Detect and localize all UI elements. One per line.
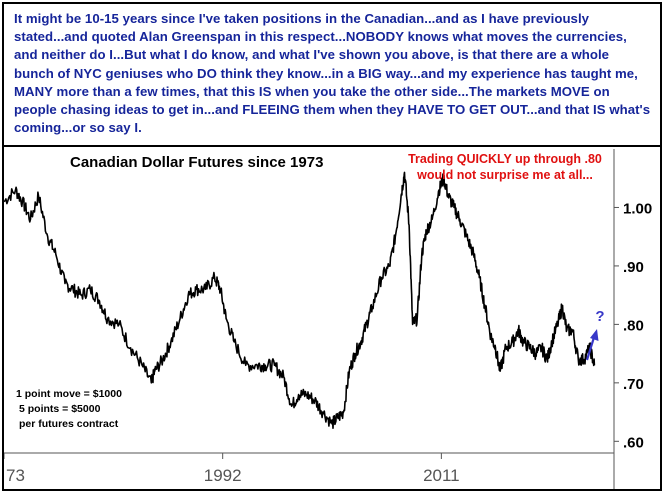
annotation-line-2: would not surprise me at all... [416, 168, 593, 182]
question-mark: ? [595, 308, 604, 325]
contract-note-line-2: 5 points = $5000 [19, 403, 101, 415]
chart-title: Canadian Dollar Futures since 1973 [70, 154, 323, 171]
y-tick-label: .60 [623, 434, 644, 451]
contract-note-line-1: 1 point move = $1000 [16, 388, 122, 400]
y-tick-label: 1.00 [623, 200, 652, 217]
contract-note-line-3: per futures contract [19, 418, 119, 430]
y-axis-ticks: 1.00 .90 .80 .70 .60 [614, 200, 652, 451]
price-line [4, 171, 596, 429]
y-tick-label: .70 [623, 376, 644, 393]
x-axis-ticks: 73 1992 2011 [4, 453, 460, 485]
x-tick-label: 73 [6, 466, 25, 485]
chart-area: Canadian Dollar Futures since 1973 Tradi… [4, 149, 660, 489]
x-tick-label: 2011 [423, 466, 460, 485]
commentary-box: It might be 10-15 years since I've taken… [4, 4, 660, 147]
up-arrow-head [590, 329, 599, 341]
y-tick-label: .90 [623, 259, 644, 276]
price-chart: Canadian Dollar Futures since 1973 Tradi… [4, 149, 652, 489]
x-tick-label: 1992 [204, 466, 242, 485]
commentary-text: It might be 10-15 years since I've taken… [14, 11, 651, 136]
y-tick-label: .80 [623, 317, 644, 334]
annotation-line-1: Trading QUICKLY up through .80 [408, 152, 602, 166]
